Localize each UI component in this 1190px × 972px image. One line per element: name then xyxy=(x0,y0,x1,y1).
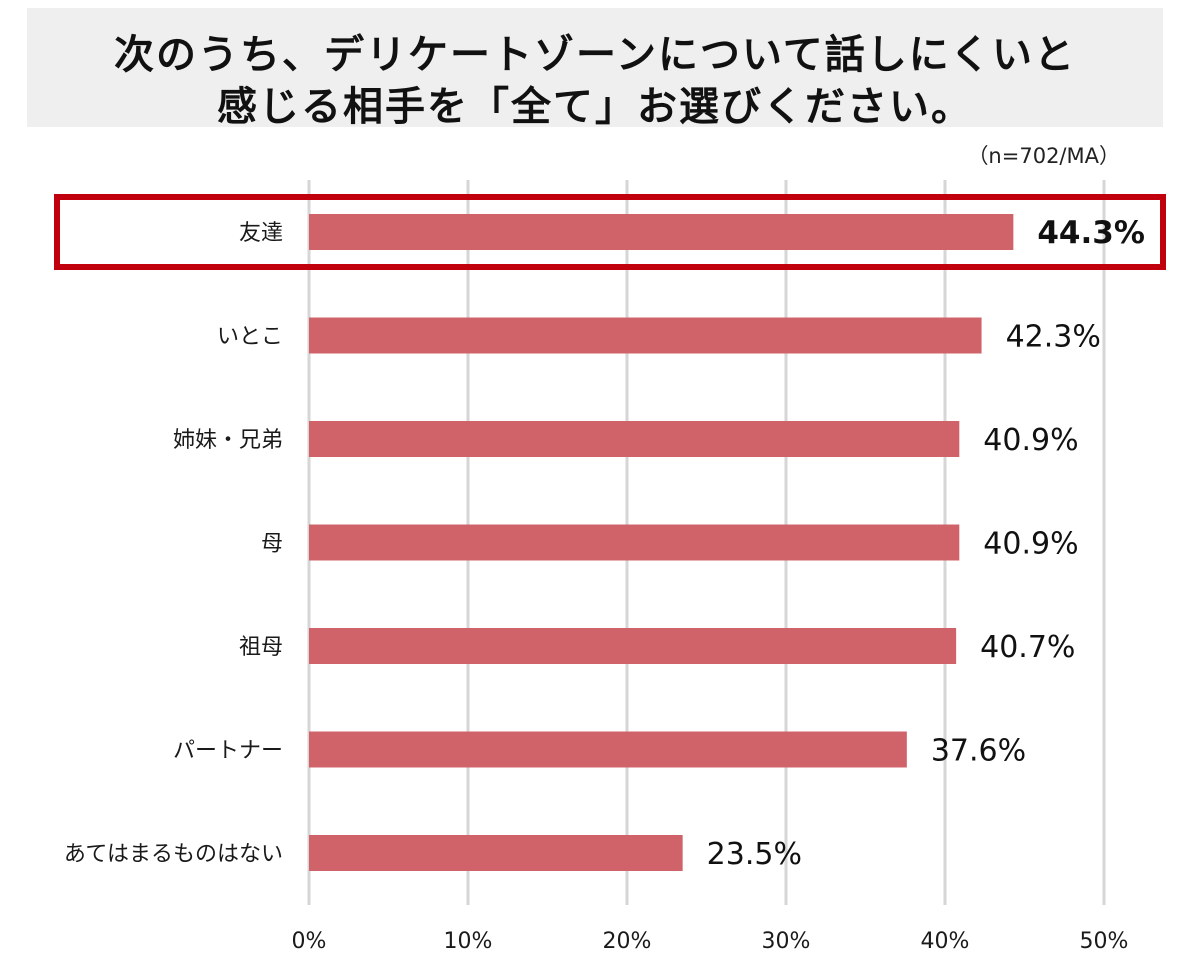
chart-title-line-1: 次のうち、デリケートゾーンについて話しにくいと xyxy=(114,32,1076,78)
value-label: 23.5% xyxy=(707,837,802,872)
category-label: いとこ xyxy=(217,325,283,350)
chart-title-box: 次のうち、デリケートゾーンについて話しにくいと 感じる相手を「全て」お選びくださ… xyxy=(27,8,1163,130)
highlight-frame xyxy=(54,194,1166,270)
value-label: 40.7% xyxy=(980,630,1075,665)
category-label: パートナー xyxy=(173,739,283,764)
x-tick-label: 30% xyxy=(762,929,811,954)
category-label: 友達 xyxy=(239,221,283,246)
bar xyxy=(309,628,957,664)
value-label: 40.9% xyxy=(983,423,1078,458)
value-label: 42.3% xyxy=(1006,320,1101,355)
x-axis-ticks: 0% 10% 20% 30% 40% 50% xyxy=(292,929,1129,954)
x-tick-label: 40% xyxy=(921,929,970,954)
bar xyxy=(309,421,960,457)
category-label: 祖母 xyxy=(239,635,283,660)
x-tick-label: 50% xyxy=(1080,929,1129,954)
bar-group xyxy=(309,214,1014,871)
bar xyxy=(309,731,907,768)
x-tick-label: 0% xyxy=(292,929,327,954)
bar xyxy=(309,214,1014,250)
bar xyxy=(309,524,960,561)
category-label: 姉妹・兄弟 xyxy=(173,428,283,453)
sample-size-note: （n=702/MA） xyxy=(967,144,1120,168)
category-label: 母 xyxy=(261,532,283,557)
value-label: 40.9% xyxy=(983,527,1078,562)
bar xyxy=(309,317,982,354)
value-label: 44.3% xyxy=(1037,215,1145,251)
chart-title-line-2: 感じる相手を「全て」お選びください。 xyxy=(217,84,973,130)
value-labels: 44.3% 42.3% 40.9% 40.9% 40.7% 37.6% 23.5% xyxy=(707,215,1145,872)
value-label: 37.6% xyxy=(931,734,1026,769)
x-tick-label: 10% xyxy=(444,929,493,954)
category-label: あてはまるものはない xyxy=(64,842,283,867)
x-tick-label: 20% xyxy=(603,929,652,954)
bar xyxy=(309,835,683,871)
